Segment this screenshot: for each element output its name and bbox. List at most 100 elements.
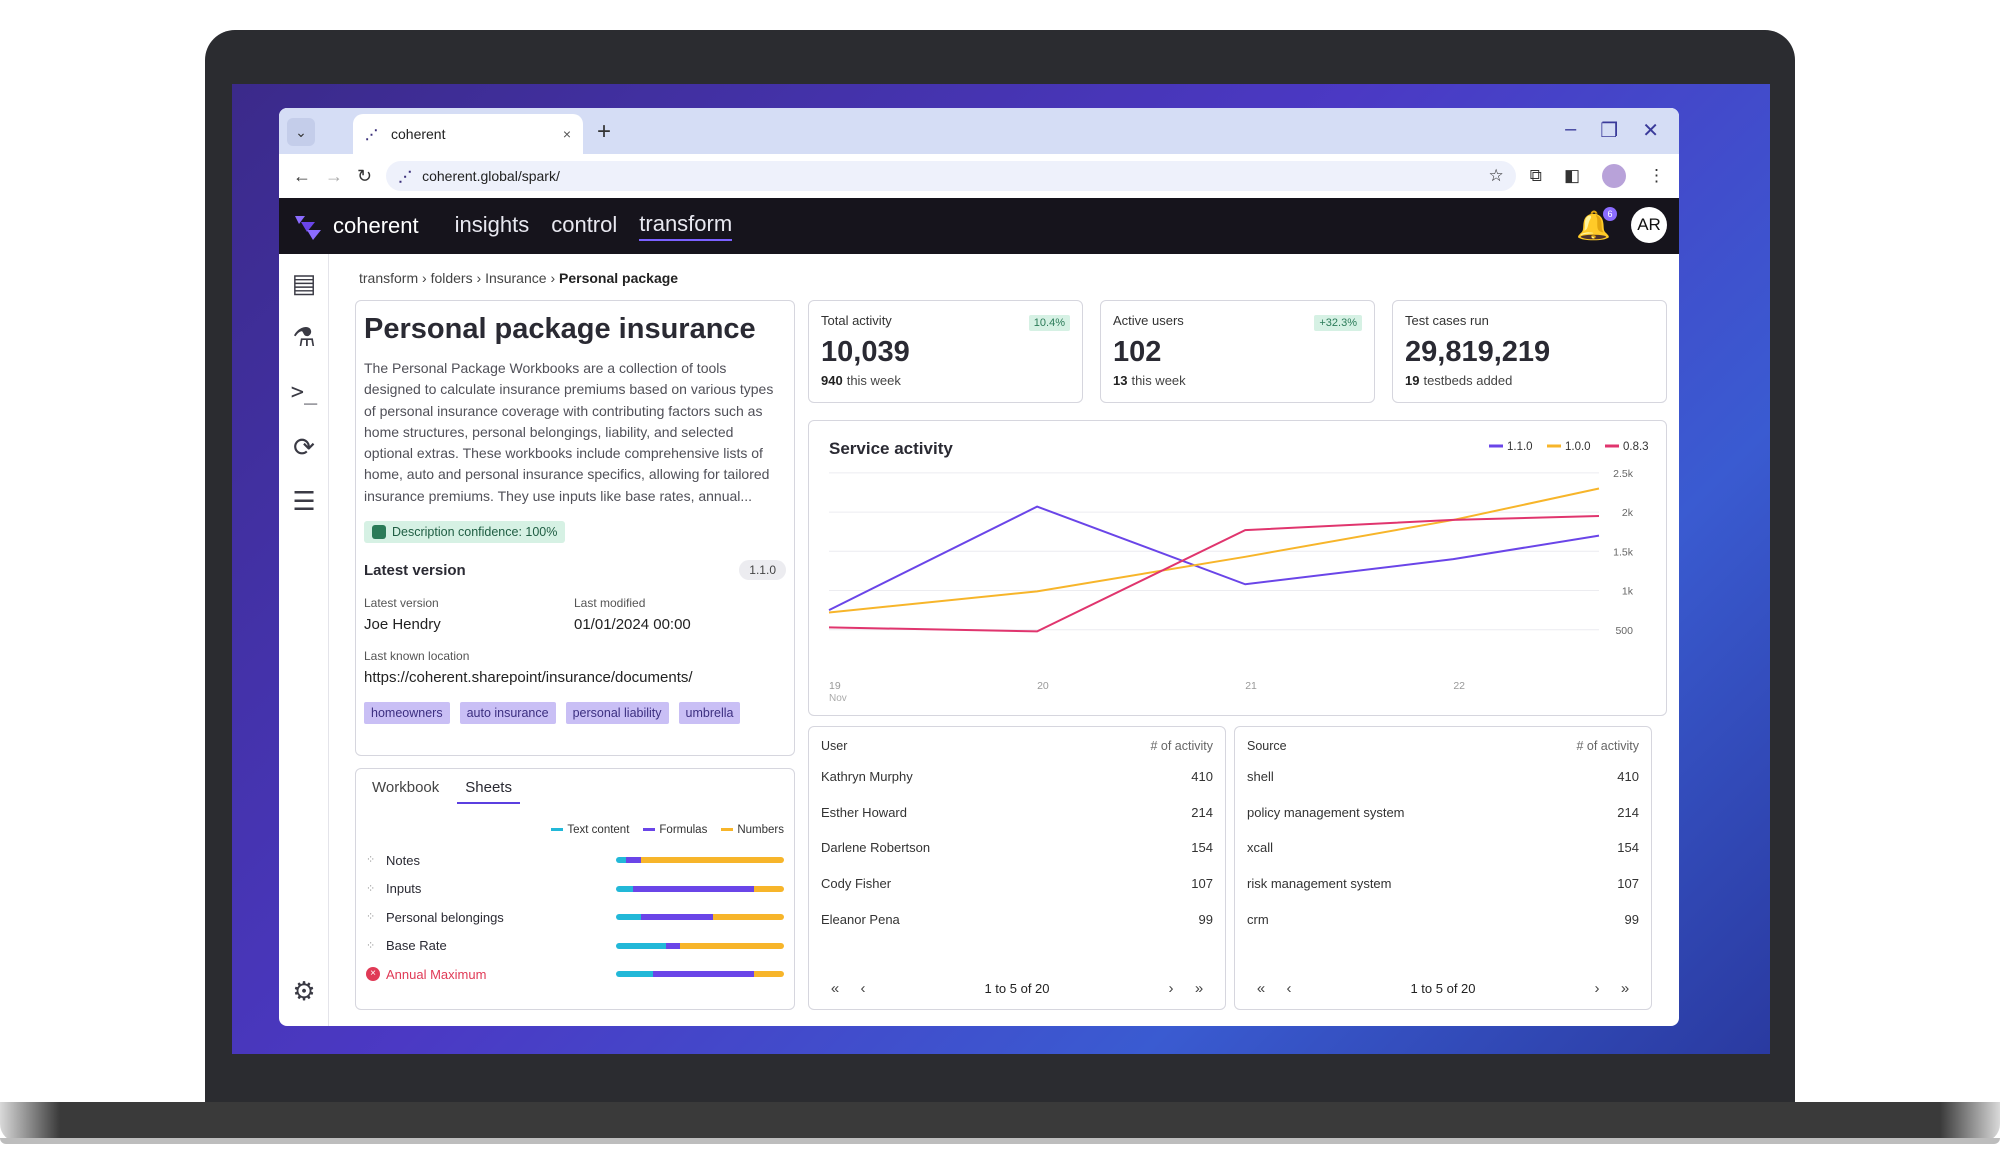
sheet-row[interactable]: × Annual Maximum — [366, 960, 784, 989]
laptop-base-shadow — [0, 1138, 2000, 1144]
col-source[interactable]: Source — [1247, 739, 1287, 753]
y-tick-label: 2k — [1622, 507, 1634, 519]
table-row[interactable]: risk management system 107 — [1247, 866, 1639, 902]
book-icon[interactable]: ▤ — [291, 268, 317, 298]
last-page-icon[interactable]: » — [1620, 980, 1630, 997]
extensions-icon[interactable]: ⧉ — [1529, 166, 1542, 185]
new-tab-button[interactable]: + — [597, 118, 612, 145]
page-status: 1 to 5 of 20 — [984, 981, 1050, 996]
bar-segment-formulas — [641, 914, 714, 921]
breadcrumb-item[interactable]: Insurance — [485, 270, 547, 286]
tab-sheets[interactable]: Sheets — [457, 779, 520, 804]
table-row[interactable]: shell 410 — [1247, 759, 1639, 795]
location-block: Last known location https://coherent.sha… — [364, 649, 786, 686]
stat-active-users: Active users +32.3% 102 13 this week — [1100, 300, 1375, 403]
close-window-icon[interactable]: ✕ — [1642, 120, 1659, 142]
breadcrumb-separator: › — [550, 270, 556, 286]
coherent-logo-icon — [295, 216, 321, 240]
ai-chip-icon — [372, 525, 386, 540]
minimize-icon[interactable]: – — [1565, 118, 1577, 140]
sheet-composition-bar — [616, 971, 784, 978]
legend-item: Numbers — [721, 824, 784, 836]
url-text: coherent.global/spark/ — [422, 168, 560, 184]
refresh-clock-icon[interactable]: ⟳ — [293, 432, 315, 462]
series-line-0.8.3 — [828, 515, 1600, 633]
bar-segment-formulas — [666, 942, 680, 949]
browser-tab[interactable]: ⋰ coherent × — [353, 114, 583, 154]
row-name: Kathryn Murphy — [821, 769, 913, 785]
table-row[interactable]: xcall 154 — [1247, 830, 1639, 866]
col-activity[interactable]: # of activity — [1150, 739, 1213, 753]
site-info-icon[interactable]: ⋰ — [398, 167, 413, 184]
table-row[interactable]: policy management system 214 — [1247, 795, 1639, 831]
sheet-row[interactable]: ⁘ Inputs — [366, 875, 784, 904]
restore-icon[interactable]: ❐ — [1600, 120, 1619, 142]
breadcrumb-item[interactable]: folders — [430, 270, 473, 286]
sheet-row[interactable]: ⁘ Personal belongings — [366, 903, 784, 932]
row-count: 107 — [1617, 876, 1639, 892]
url-input[interactable]: ⋰ coherent.global/spark/ ☆ — [386, 161, 1516, 191]
series-line-1.0.0 — [828, 487, 1600, 614]
sheets-legend: Text content Formulas Numbers — [366, 824, 784, 836]
row-count: 154 — [1617, 840, 1639, 856]
tab-search-button[interactable]: ⌄ — [287, 118, 315, 146]
reload-icon[interactable]: ↻ — [357, 165, 373, 186]
pagination: « ‹ 1 to 5 of 20 › » — [821, 980, 1213, 997]
col-user[interactable]: User — [821, 739, 848, 753]
tab-workbook[interactable]: Workbook — [372, 779, 440, 796]
row-count: 214 — [1617, 804, 1639, 820]
row-name: risk management system — [1247, 876, 1392, 892]
settings-gears-icon[interactable]: ⚙ — [292, 976, 316, 1006]
sheet-name: Annual Maximum — [386, 966, 487, 982]
table-row[interactable]: crm 99 — [1247, 901, 1639, 937]
tag-personal-liability[interactable]: personal liability — [565, 702, 669, 725]
prev-page-icon[interactable]: ‹ — [1286, 980, 1292, 997]
breadcrumb-item[interactable]: transform — [359, 270, 419, 286]
forward-icon[interactable]: → — [325, 165, 343, 186]
tag-auto-insurance[interactable]: auto insurance — [459, 702, 556, 725]
tab-close-icon[interactable]: × — [562, 126, 571, 142]
back-icon[interactable]: ← — [293, 165, 311, 186]
stat-value: 10,039 — [821, 336, 910, 368]
nav-transform[interactable]: transform — [639, 211, 733, 241]
sheet-row[interactable]: ⁘ Notes — [366, 846, 784, 875]
user-avatar[interactable]: AR — [1631, 207, 1667, 243]
prev-page-icon[interactable]: ‹ — [860, 980, 866, 997]
first-page-icon[interactable]: « — [1256, 980, 1266, 997]
sheet-name: Base Rate — [386, 938, 447, 954]
sheet-composition-bar — [616, 914, 784, 921]
latest-version-value: Joe Hendry — [364, 616, 441, 634]
sheet-name: Personal belongings — [386, 909, 504, 925]
last-page-icon[interactable]: » — [1194, 980, 1204, 997]
terminal-icon[interactable]: >_ — [290, 380, 318, 405]
next-page-icon[interactable]: › — [1594, 980, 1600, 997]
row-name: shell — [1247, 769, 1274, 785]
next-page-icon[interactable]: › — [1168, 980, 1174, 997]
notification-bell-icon[interactable]: 🔔 6 — [1576, 206, 1617, 242]
table-row[interactable]: Eleanor Pena 99 — [821, 901, 1213, 937]
nav-control[interactable]: control — [551, 212, 618, 237]
side-panel-icon[interactable]: ◧ — [1563, 166, 1580, 185]
tag-umbrella[interactable]: umbrella — [678, 702, 741, 725]
tag-homeowners[interactable]: homeowners — [364, 702, 450, 725]
users-table: User # of activity Kathryn Murphy 410 Esth… — [808, 726, 1226, 1010]
sheet-composition-bar — [616, 857, 784, 864]
bar-segment-formulas — [652, 971, 754, 978]
package-title: Personal package insurance — [364, 313, 756, 345]
col-activity[interactable]: # of activity — [1576, 739, 1639, 753]
flask-icon[interactable]: ⚗ — [292, 322, 316, 352]
table-row[interactable]: Kathryn Murphy 410 — [821, 759, 1213, 795]
profile-avatar-icon[interactable] — [1602, 164, 1626, 188]
sheet-row[interactable]: ⁘ Base Rate — [366, 932, 784, 961]
list-icon[interactable]: ☰ — [292, 486, 316, 516]
table-row[interactable]: Esther Howard 214 — [821, 795, 1213, 831]
more-menu-icon[interactable]: ⋮ — [1648, 166, 1665, 185]
breadcrumb-current: Personal package — [559, 270, 679, 286]
table-row[interactable]: Cody Fisher 107 — [821, 866, 1213, 902]
nav-insights[interactable]: insights — [454, 212, 530, 237]
location-value[interactable]: https://coherent.sharepoint/insurance/do… — [364, 669, 693, 687]
bookmark-star-icon[interactable]: ☆ — [1488, 166, 1504, 185]
first-page-icon[interactable]: « — [830, 980, 840, 997]
y-tick-label: 2.5k — [1613, 468, 1634, 480]
table-row[interactable]: Darlene Robertson 154 — [821, 830, 1213, 866]
